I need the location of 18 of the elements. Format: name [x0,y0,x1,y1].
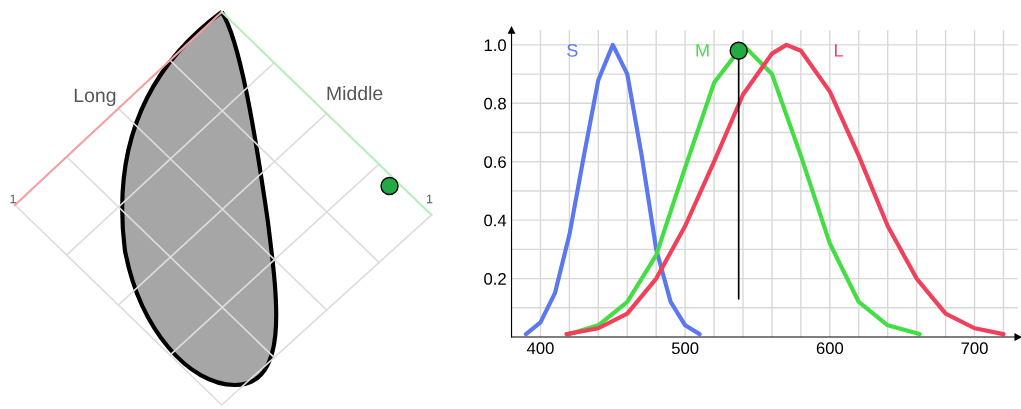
x-tick-label: 400 [526,342,554,355]
text: Long [74,88,116,107]
series-label: M [696,44,709,57]
series-label: S [567,43,578,57]
text: 1 [426,194,433,204]
text: 1 [10,194,16,204]
series-label: L [834,44,843,57]
line-series [567,42,922,337]
y-tick-label: 1.0 [484,39,507,52]
y-tick-label: 0.6 [484,156,506,168]
x-tick-label: 500 [671,342,699,355]
y-tick-label: 0.8 [484,97,506,110]
x-tick-label: 700 [961,342,988,355]
y-tick-label: 0.4 [484,214,507,227]
y-tick-label: 0.2 [484,272,506,285]
line-series [564,42,1006,337]
text: Middle [327,85,383,101]
x-tick-label: 600 [816,342,844,355]
